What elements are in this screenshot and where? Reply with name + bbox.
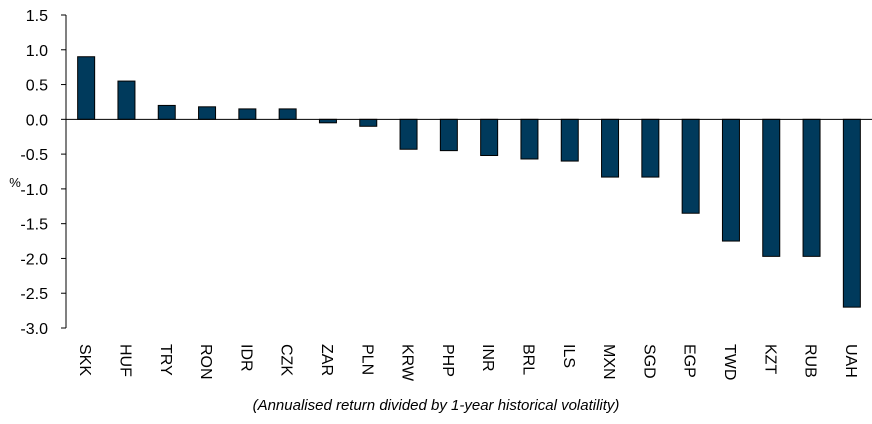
- y-tick-label: -1.5: [20, 217, 48, 234]
- x-tick-label: UAH: [842, 344, 859, 378]
- x-tick-label: KZT: [761, 344, 778, 374]
- bar: [117, 80, 136, 120]
- y-tick-label: 1.5: [26, 8, 48, 25]
- bar: [278, 108, 297, 120]
- bar: [520, 118, 539, 160]
- x-tick-label: BRL: [519, 344, 536, 375]
- x-tick-label: PHP: [439, 344, 456, 377]
- y-tick-label: 1.0: [26, 43, 48, 60]
- y-tick-label: 0.0: [26, 112, 48, 129]
- bar: [318, 118, 337, 124]
- bar: [721, 118, 740, 242]
- y-tick-label: -2.5: [20, 286, 48, 303]
- x-tick-label: KRW: [399, 344, 416, 382]
- bar: [842, 118, 861, 308]
- y-axis-label: %: [9, 175, 21, 190]
- bar: [238, 108, 257, 120]
- y-tick-label: -3.0: [20, 321, 48, 338]
- x-tick-label: TRY: [157, 344, 174, 376]
- x-tick-label: TWD: [721, 344, 738, 380]
- x-tick-label: INR: [479, 344, 496, 372]
- bar: [641, 118, 660, 178]
- x-tick-label: IDR: [237, 344, 254, 372]
- x-tick-label: RON: [197, 344, 214, 380]
- y-tick-label: -1.0: [20, 182, 48, 199]
- bar: [77, 56, 96, 120]
- x-tick-label: SGD: [640, 344, 657, 379]
- x-tick-label: RUB: [802, 344, 819, 378]
- bar: [359, 118, 378, 127]
- y-tick-label: -0.5: [20, 147, 48, 164]
- x-tick-label: ZAR: [318, 344, 335, 376]
- bar: [399, 118, 418, 150]
- bar: [198, 106, 217, 120]
- x-tick-label: PLN: [358, 344, 375, 375]
- y-tick-label: 0.5: [26, 78, 48, 95]
- bar: [802, 118, 821, 257]
- x-tick-label: MXN: [600, 344, 617, 380]
- bar: [762, 118, 781, 257]
- bar: [560, 118, 579, 162]
- bar: [439, 118, 458, 152]
- x-tick-label: CZK: [278, 344, 295, 376]
- x-tick-label: ILS: [560, 344, 577, 368]
- y-tick-label: -2.0: [20, 251, 48, 268]
- x-tick-label: EGP: [681, 344, 698, 378]
- bar: [480, 118, 499, 157]
- x-tick-label: HUF: [116, 344, 133, 377]
- bar: [601, 118, 620, 178]
- x-tick-label: SKK: [76, 344, 93, 376]
- bar: [681, 118, 700, 214]
- bar: [157, 104, 176, 120]
- x-axis-label: (Annualised return divided by 1-year his…: [253, 397, 620, 414]
